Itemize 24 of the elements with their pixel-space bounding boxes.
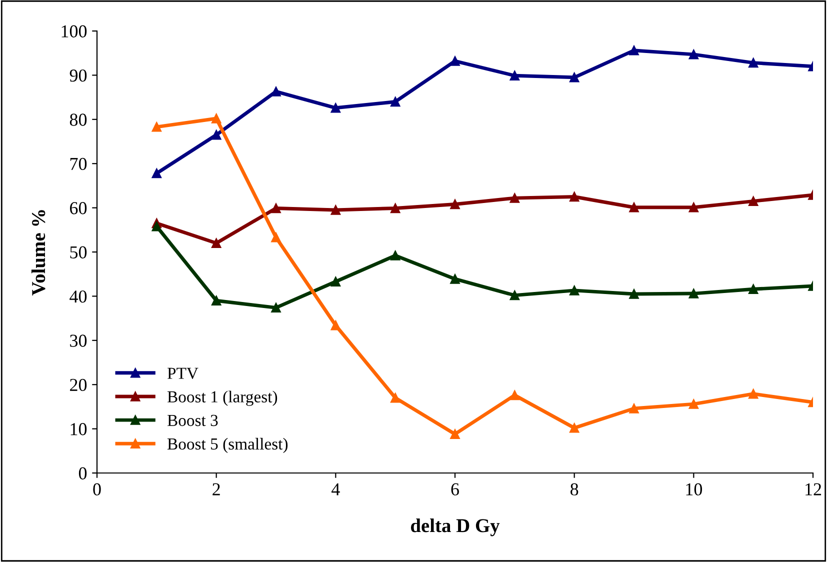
y-axis-title: Volume % [31, 210, 46, 296]
x-axis-title: delta D Gy [410, 518, 500, 536]
y-tick-label: 40 [70, 290, 87, 303]
x-tick-label: 4 [332, 483, 340, 496]
x-tick-label: 12 [806, 483, 822, 496]
legend-label: Boost 1 (largest) [167, 390, 278, 406]
y-tick-label: 30 [70, 334, 87, 347]
x-tick-label: 6 [451, 483, 459, 496]
y-tick-label: 80 [70, 114, 87, 126]
legend-label: Boost 3 [167, 414, 218, 426]
y-tick-label: 10 [70, 423, 87, 436]
legend-label: PTV [167, 368, 198, 380]
y-tick-label: 70 [70, 158, 87, 170]
x-tick-label: 8 [570, 483, 578, 496]
x-tick-label: 10 [686, 483, 702, 496]
x-tick-label: 0 [93, 483, 101, 496]
y-tick-label: 90 [70, 69, 87, 82]
x-tick-label: 2 [212, 483, 220, 496]
y-tick-label: 0 [78, 467, 87, 480]
y-tick-label: 50 [70, 246, 87, 258]
y-tick-label: 100 [62, 25, 87, 38]
y-tick-label: 20 [70, 378, 87, 392]
legend-label: Boost 5 (smallest) [167, 438, 288, 453]
y-tick-label: 60 [70, 202, 87, 214]
